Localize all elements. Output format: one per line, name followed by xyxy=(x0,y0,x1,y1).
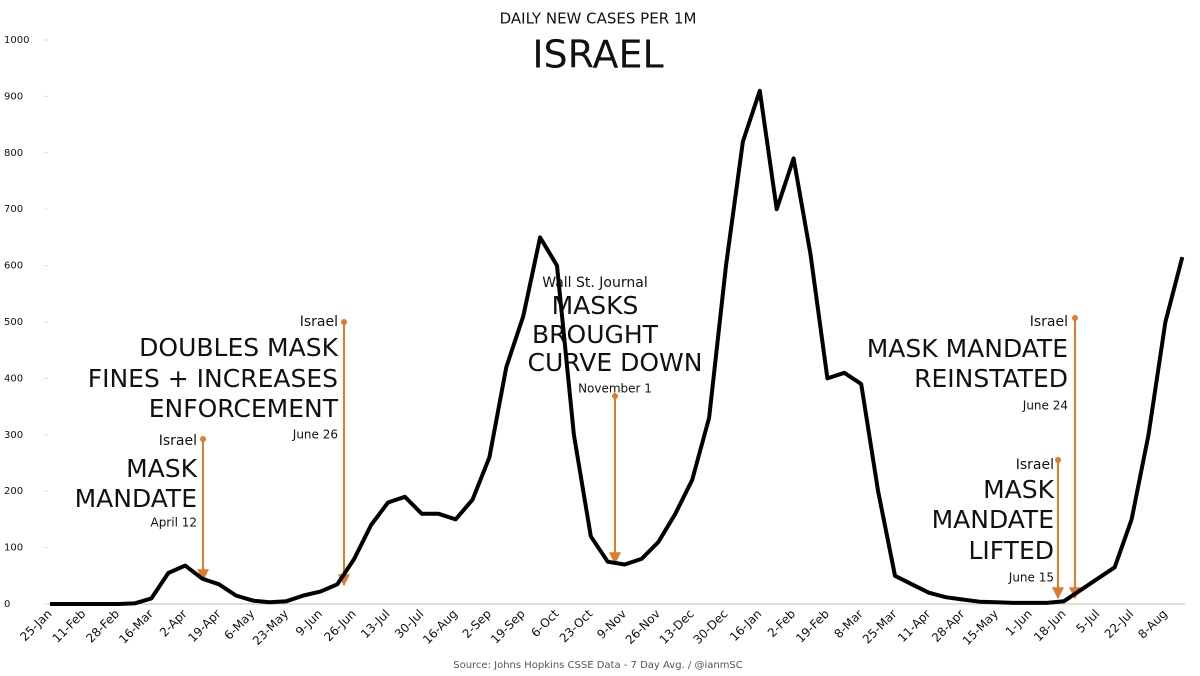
annotation: Israel DOUBLES MASK FINES + INCREASES EN… xyxy=(88,314,350,587)
annotation-text: CURVE DOWN xyxy=(528,348,703,377)
y-tick-label: 0 xyxy=(4,599,10,610)
annotation-text: REINSTATED xyxy=(914,364,1068,393)
annotation-text: Israel xyxy=(1016,457,1054,473)
annotation: Israel MASK MANDATE April 12 xyxy=(75,433,209,582)
y-tick-label: 1000 xyxy=(4,35,29,46)
arrow-dot xyxy=(200,436,206,442)
annotation-text: Israel xyxy=(1030,314,1068,330)
annotation-text: Wall St. Journal xyxy=(542,275,647,291)
chart-subtitle: ISRAEL xyxy=(532,33,663,77)
series-line xyxy=(50,88,1185,606)
annotation-text: FINES + INCREASES xyxy=(88,364,338,393)
source: Source: Johns Hopkins CSSE Data - 7 Day … xyxy=(453,660,743,671)
annotation-text: April 12 xyxy=(150,516,197,530)
y-tick-label: 900 xyxy=(4,91,23,102)
annotation: Wall St. Journal MASKS BROUGHT CURVE DOW… xyxy=(528,275,703,565)
y-tick-label: 100 xyxy=(4,543,23,554)
annotation-text: MASKS xyxy=(552,291,639,320)
annotation-text: June 15 xyxy=(1008,571,1054,585)
annotation-text: ENFORCEMENT xyxy=(149,394,339,423)
arrow-dot xyxy=(1072,315,1078,321)
y-tick-label: 700 xyxy=(4,204,23,215)
annotation-text: November 1 xyxy=(578,382,652,396)
annotation-text: MASK xyxy=(983,475,1055,504)
annotation-text: MANDATE xyxy=(932,505,1054,534)
annotation: Israel MASK MANDATE LIFTED June 15 xyxy=(932,457,1064,600)
annotation-text: June 26 xyxy=(292,428,338,442)
annotation-text: LIFTED xyxy=(968,536,1054,565)
arrow-dot xyxy=(612,393,618,399)
annotation-text: Israel xyxy=(300,314,338,330)
arrow-dot xyxy=(1055,457,1061,463)
annotation-text: MASK MANDATE xyxy=(867,334,1068,363)
annotation-text: Israel xyxy=(159,433,197,449)
annotation-text: DOUBLES MASK xyxy=(139,333,338,362)
annotation-text: June 24 xyxy=(1022,399,1068,413)
y-tick-label: 200 xyxy=(4,486,23,497)
arrow-dot xyxy=(341,319,347,325)
y-tick-label: 600 xyxy=(4,261,23,272)
annotation-text: MANDATE xyxy=(75,484,197,513)
y-tick-label: 400 xyxy=(4,373,23,384)
annotation-text: BROUGHT xyxy=(532,320,659,349)
y-tick-label: 800 xyxy=(4,148,23,159)
annotation: Israel MASK MANDATE REINSTATED June 24 xyxy=(867,314,1081,600)
chart-title: DAILY NEW CASES PER 1M xyxy=(500,10,697,28)
annotation-text: MASK xyxy=(126,454,198,483)
y-tick-label: 500 xyxy=(4,317,23,328)
y-tick-label: 300 xyxy=(4,430,23,441)
